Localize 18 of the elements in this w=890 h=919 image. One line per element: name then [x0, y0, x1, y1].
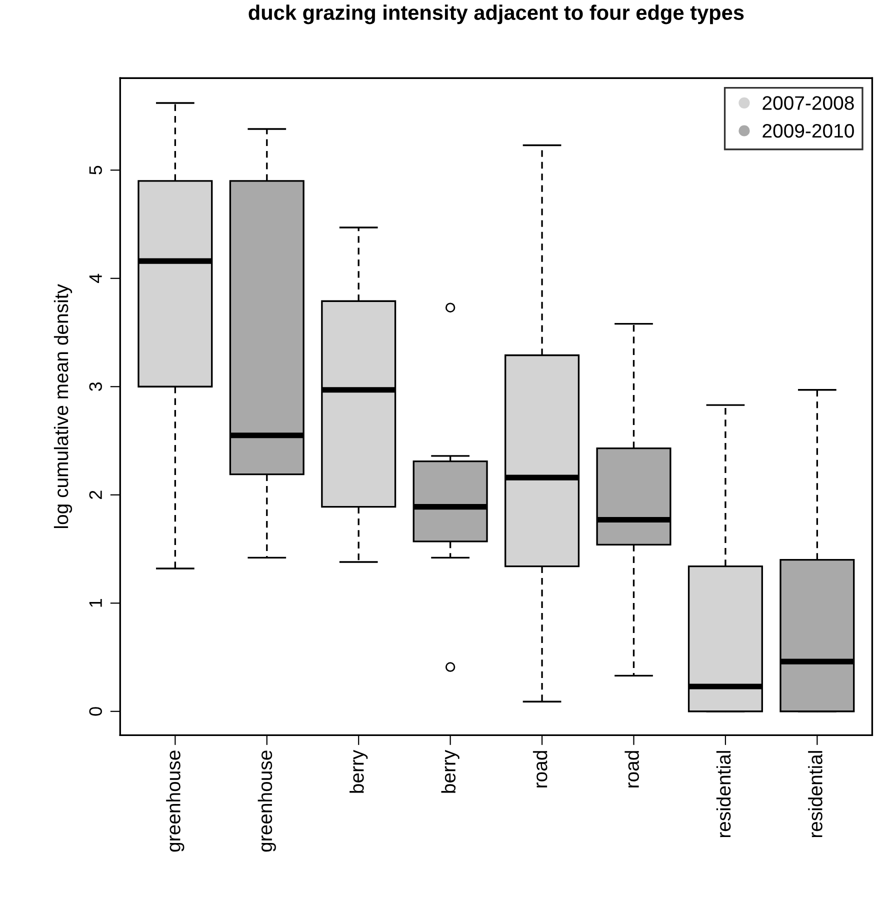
y-tick-label: 5 — [89, 166, 102, 174]
x-tick-label: residential — [716, 751, 731, 838]
x-tick-label: road — [624, 751, 639, 788]
x-tick-label: greenhouse — [166, 750, 184, 852]
x-tick-label: residential — [808, 751, 822, 838]
x-tick-label: road — [532, 751, 548, 788]
legend-label: 2007-2008 — [762, 96, 854, 110]
y-tick-label: 0 — [89, 707, 102, 716]
y-axis-title: log cumulative mean density — [54, 284, 72, 528]
x-tick-label: berry — [350, 750, 368, 793]
chart-title: duck grazing intensity adjacent to four edge types — [248, 4, 744, 24]
y-tick-label: 2 — [89, 490, 102, 499]
x-tick-label: berry — [441, 750, 460, 793]
y-tick-label: 3 — [89, 382, 102, 391]
x-tick-label: greenhouse — [258, 750, 276, 852]
legend-label: 2009-2010 — [762, 124, 854, 138]
y-tick-label: 4 — [89, 274, 102, 283]
y-tick-label: 1 — [89, 598, 102, 607]
